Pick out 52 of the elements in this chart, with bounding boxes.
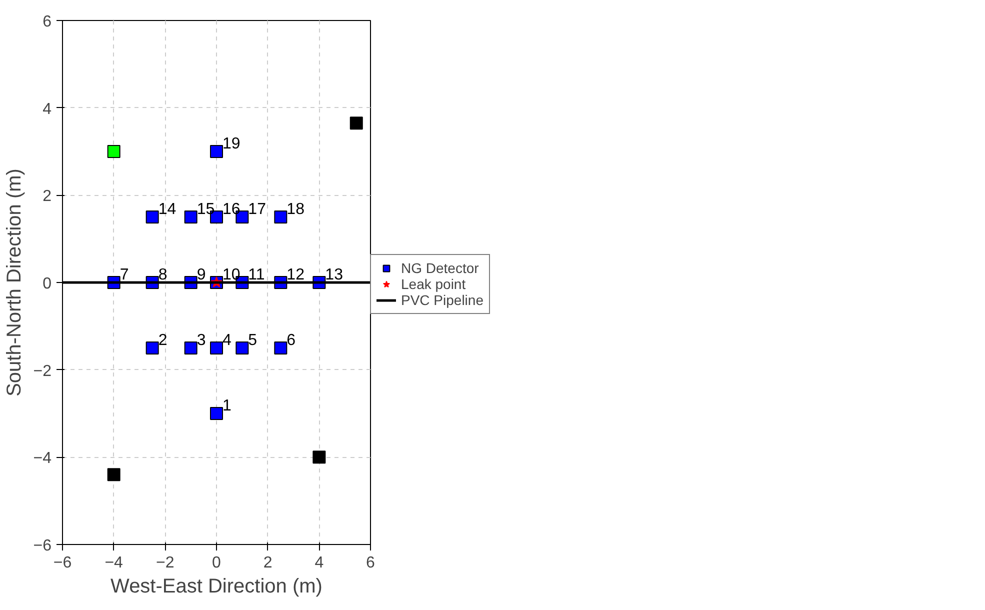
annotation: 1 [222, 398, 232, 414]
point [274, 210, 288, 224]
annotation: 6 [286, 332, 296, 349]
y-tick-label: −6 [33, 538, 52, 554]
x-tick-label: 0 [212, 554, 222, 572]
point [184, 210, 198, 224]
x-tick-label: 4 [314, 554, 324, 572]
point [274, 342, 288, 354]
point [236, 342, 249, 354]
annotation: 16 [222, 201, 240, 218]
x-tick-label: −2 [156, 554, 174, 572]
point [210, 342, 223, 354]
annotation: 14 [158, 201, 176, 218]
annotation: 5 [248, 332, 258, 349]
point [210, 145, 223, 158]
point [184, 342, 198, 354]
x-tick-label: 6 [366, 554, 376, 572]
annotation: 8 [158, 266, 168, 284]
annotation: 12 [286, 266, 305, 284]
x-tick-label: 2 [263, 554, 272, 572]
x-tick-label: −4 [104, 554, 124, 572]
y-tick-label: −4 [33, 450, 52, 468]
point [210, 407, 223, 420]
annotation: 3 [196, 332, 206, 349]
legend-label: Leak point [401, 276, 466, 292]
annotation: 7 [120, 266, 129, 284]
point [107, 145, 120, 158]
annotation: 9 [196, 266, 206, 284]
annotation: 15 [196, 201, 215, 218]
annotation: 19 [222, 136, 240, 152]
point [312, 450, 326, 464]
x-axis-title: West-East Direction (m) [110, 576, 322, 598]
point [350, 116, 363, 130]
y-tick-label: 2 [42, 188, 52, 206]
x-tick-label: −6 [53, 554, 72, 572]
annotation: 11 [248, 266, 265, 284]
annotation: 13 [325, 266, 344, 284]
y-tick-label: 6 [42, 14, 52, 30]
point [107, 468, 120, 482]
legend-label: PVC Pipeline [401, 292, 484, 308]
annotation: 18 [286, 201, 305, 218]
y-tick-label: 0 [42, 276, 52, 292]
point [146, 342, 159, 354]
y-axis-title: South-North Direction (m) [3, 168, 26, 396]
point [146, 210, 159, 224]
y-tick-label: 4 [42, 100, 52, 118]
annotation: 17 [248, 201, 266, 218]
annotation: 10 [222, 266, 240, 284]
annotation: 4 [222, 332, 232, 349]
legend-label: NG Detector [401, 260, 479, 276]
annotation: 2 [158, 332, 168, 349]
y-tick-label: −2 [33, 362, 52, 380]
